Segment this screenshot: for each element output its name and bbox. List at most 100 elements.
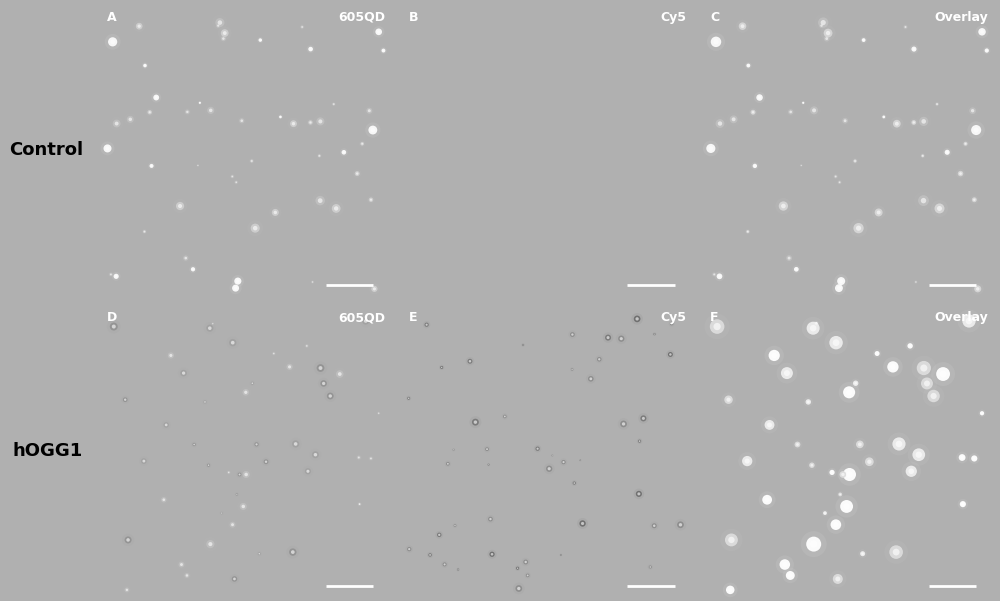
Point [282,362,298,371]
Point [583,374,599,383]
Point [285,119,301,129]
Point [226,574,242,584]
Point [247,224,263,233]
Point [966,454,982,463]
Point [709,322,725,331]
Point [974,27,990,37]
Point [766,350,782,360]
Point [192,98,208,108]
Point [158,420,174,430]
Point [961,316,977,326]
Point [202,539,218,549]
Point [788,264,804,274]
Point [375,46,391,55]
Point [970,284,986,294]
Point [303,44,319,54]
Point [908,277,924,287]
Point [869,349,885,358]
Point [322,391,338,401]
Point [230,276,246,286]
Point [781,253,797,263]
Point [839,502,855,511]
Point [294,22,310,32]
Point [888,548,904,557]
Point [832,490,848,499]
Point [632,436,648,446]
Point [953,169,969,178]
Point [832,177,848,187]
Point [804,460,820,470]
Point [806,539,822,549]
Point [759,495,775,505]
Point [965,106,981,115]
Point [354,139,370,148]
Point [814,21,830,31]
Point [974,409,990,418]
Point [955,499,971,509]
Point [841,470,857,480]
Point [564,330,580,340]
Point [299,341,315,351]
Point [869,349,885,358]
Point [916,196,932,206]
Point [903,466,919,476]
Point [122,115,138,124]
Point [916,363,932,373]
Point [322,391,338,401]
Point [835,470,851,480]
Point [891,439,907,449]
Point [722,585,738,595]
Point [232,470,248,480]
Point [172,201,188,211]
Point [371,409,387,418]
Point [434,362,450,372]
Point [871,207,887,217]
Point [906,44,922,54]
Point [226,574,242,584]
Point [224,172,240,182]
Point [302,118,318,127]
Point [481,460,497,469]
Point [131,22,147,31]
Point [322,391,338,401]
Point [806,106,822,115]
Point [252,35,268,45]
Point [179,571,195,581]
Point [828,338,844,347]
Point [120,535,136,545]
Point [179,107,195,117]
Point [137,61,153,70]
Point [815,18,831,28]
Point [354,139,370,148]
Point [120,535,136,545]
Point [855,549,871,558]
Point [781,253,797,263]
Point [703,144,719,153]
Point [479,444,495,454]
Point [747,161,763,171]
Text: Overlay: Overlay [934,11,988,23]
Point [401,545,417,554]
Point [266,349,282,358]
Point [908,277,924,287]
Point [258,457,274,466]
Point [371,409,387,418]
Point [217,28,233,38]
Point [591,355,607,364]
Point [285,119,301,129]
Point [795,98,811,108]
Point [556,457,572,467]
Point [572,456,588,465]
Point [837,116,853,126]
Point [954,453,970,462]
Point [352,499,368,509]
Point [759,495,775,505]
Point [336,147,352,157]
Text: Overlay: Overlay [934,311,988,324]
Point [897,22,913,32]
Point [251,549,267,558]
Point [228,283,244,293]
Point [349,169,365,178]
Point [793,160,809,170]
Point [144,161,160,171]
